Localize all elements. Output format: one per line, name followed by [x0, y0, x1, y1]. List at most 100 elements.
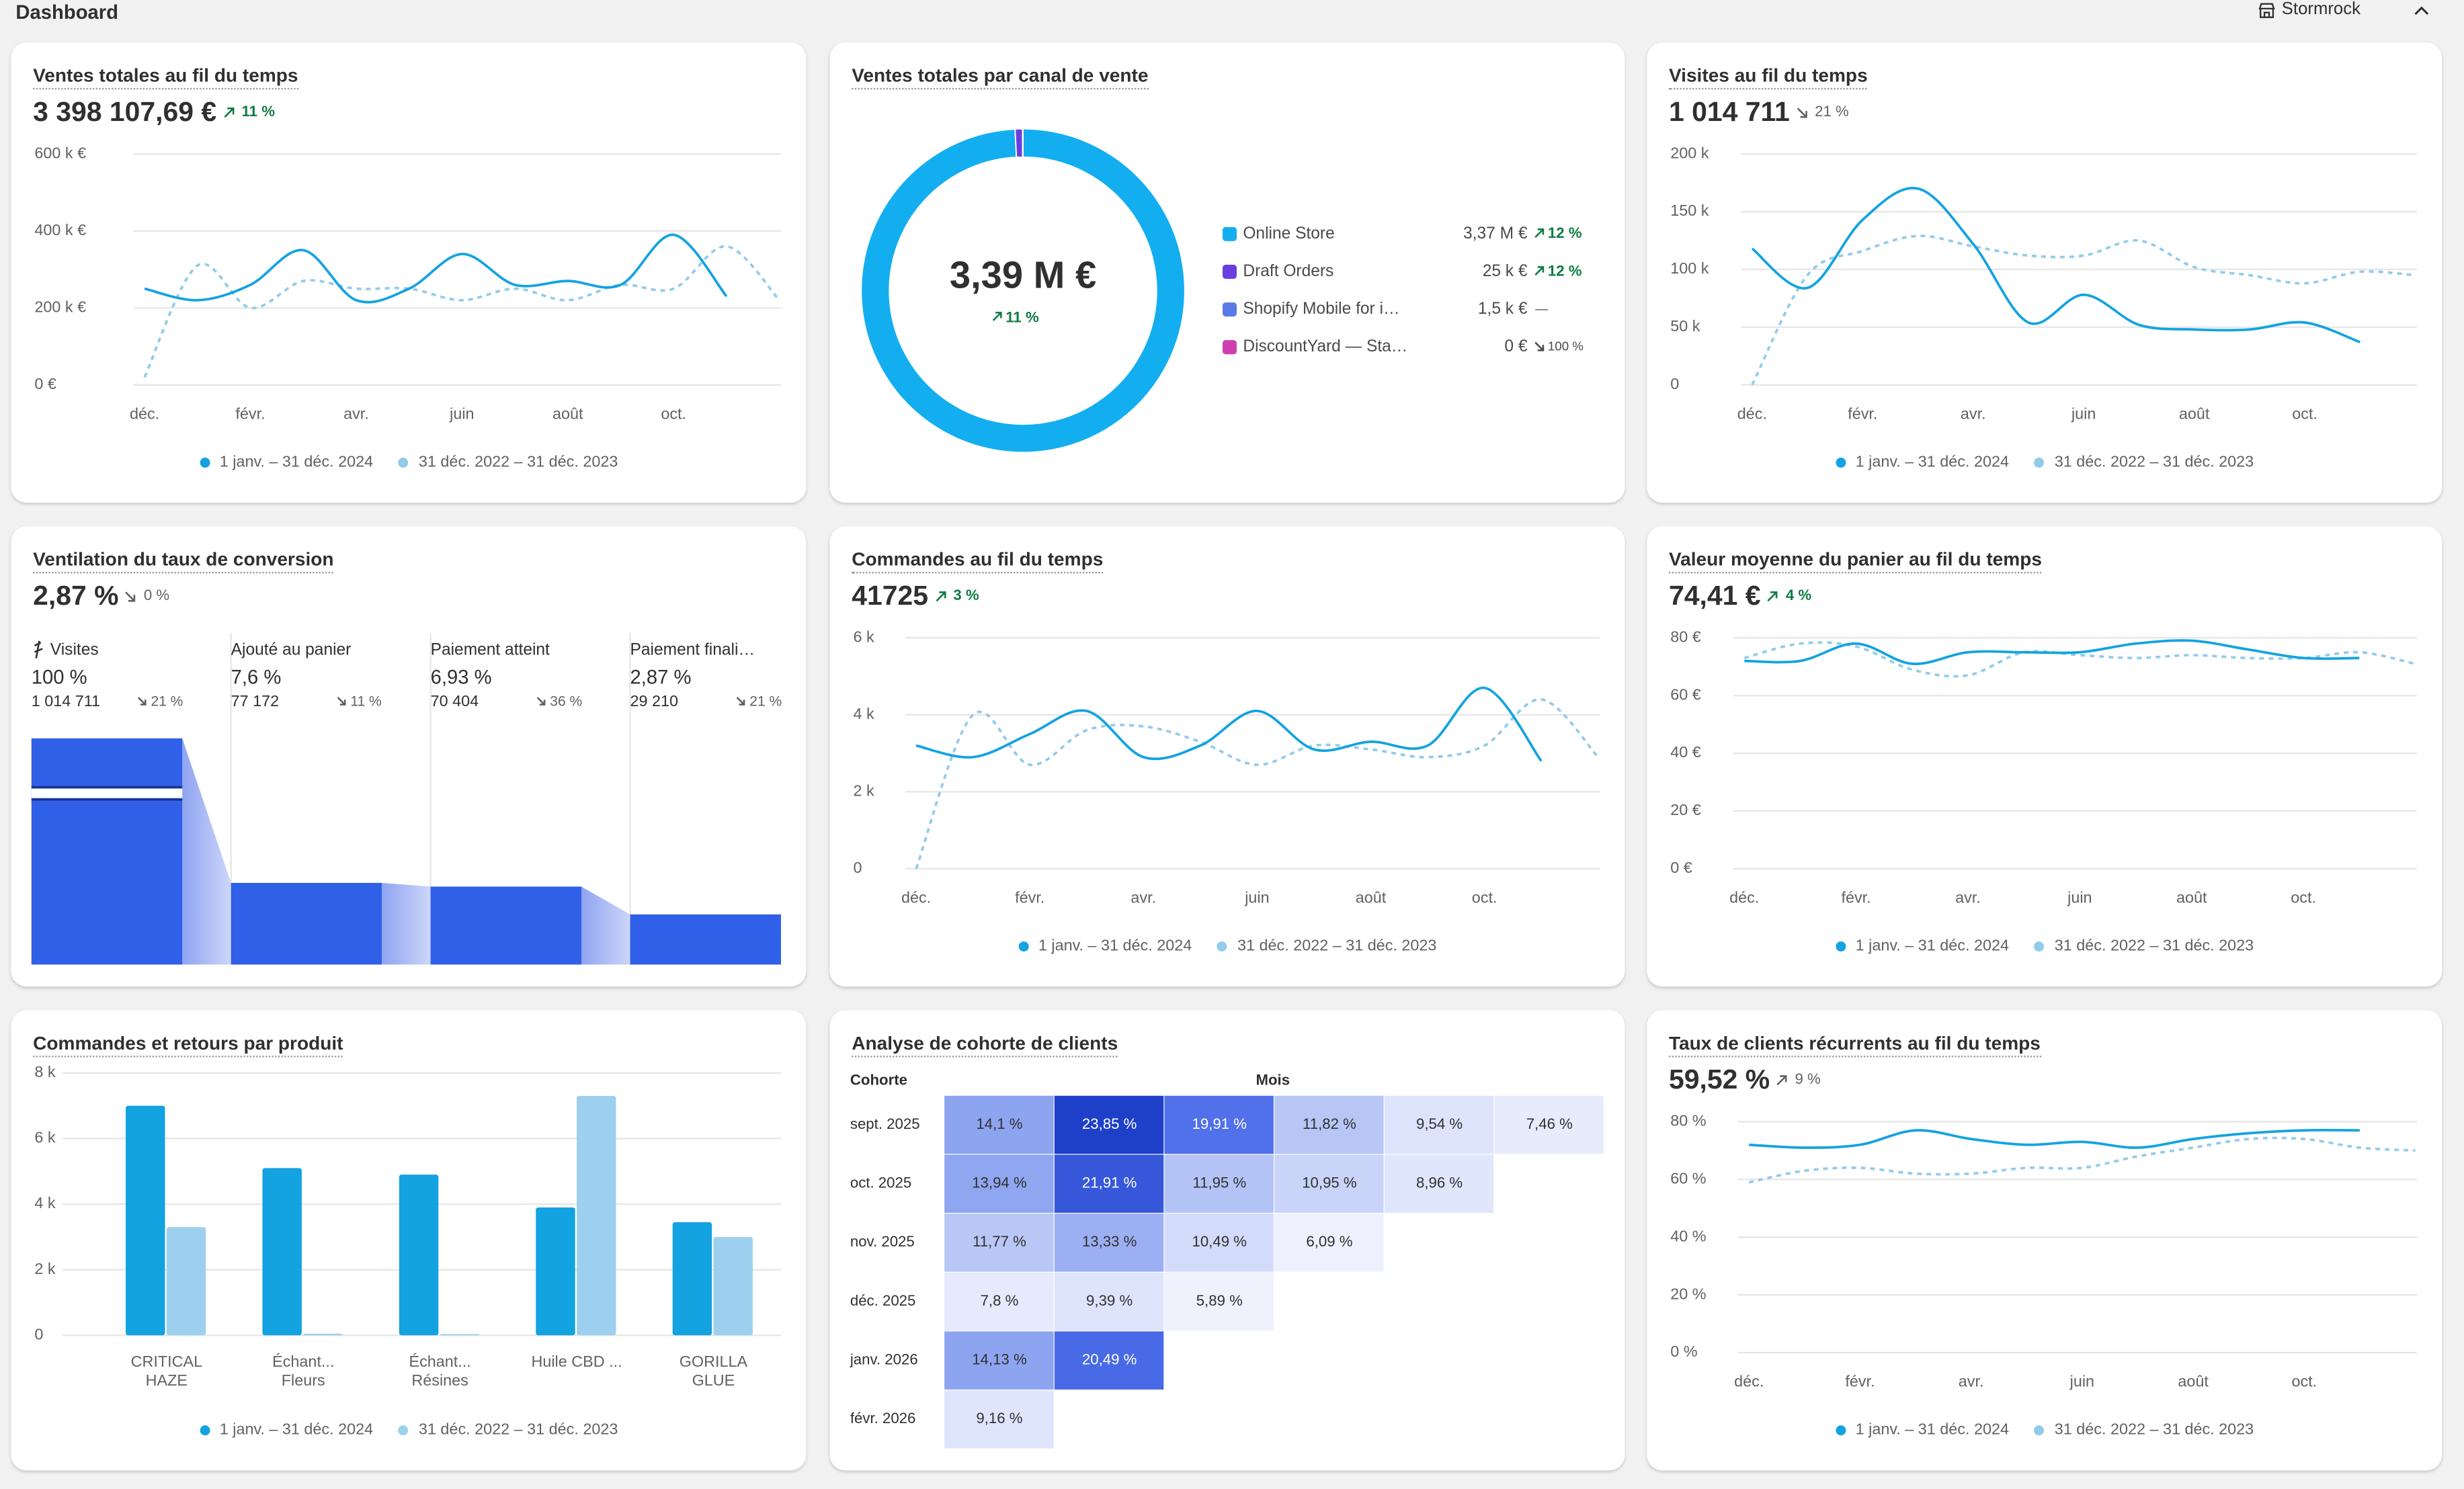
- stage-value: 7,6 %: [231, 667, 282, 689]
- heat-cell: [1494, 1095, 1604, 1154]
- x-tick-label: avr.: [1961, 405, 1986, 422]
- cell-label: 11,95 %: [1192, 1175, 1246, 1191]
- metric-value: 41725: [852, 579, 928, 611]
- x-tick-label: août: [1356, 889, 1387, 906]
- x-tick-label: août: [2176, 889, 2207, 906]
- legend-dot: [1835, 458, 1846, 468]
- stage-value: 6,93 %: [431, 667, 492, 689]
- legend-value: 3,37 M €: [1463, 224, 1528, 243]
- card: 0 € 200 k € 400 k € 600 k € déc. févr. avr. jui…: [11, 42, 807, 503]
- legend-dot: [200, 458, 210, 468]
- legend-label: 31 déc. 2022 – 31 déc. 2023: [418, 1421, 618, 1439]
- x-tick-label: avr.: [1955, 889, 1981, 906]
- cell-label: 19,91 %: [1192, 1115, 1247, 1132]
- stage-bar: [231, 882, 382, 965]
- bar: [577, 1096, 616, 1336]
- legend-label: 31 déc. 2022 – 31 déc. 2023: [418, 454, 618, 472]
- y-tick-label: 2 k: [854, 782, 874, 800]
- x-tick-label: oct.: [2291, 1373, 2317, 1390]
- card-title: Ventilation du taux de conversion: [33, 548, 334, 574]
- x-tick-label: juin: [2069, 1373, 2094, 1390]
- legend-item: 31 déc. 2022 – 31 déc. 2023: [1217, 938, 1436, 955]
- line-series: [915, 698, 1600, 869]
- trend-icon: [935, 590, 946, 601]
- heat-cell: [944, 1272, 1054, 1331]
- metric-value: 74,41 €: [1668, 579, 1761, 611]
- cell-label: 7,8 %: [981, 1292, 1019, 1309]
- legend-swatch: [2035, 941, 2045, 952]
- metric-value: 3 398 107,69 €: [33, 95, 217, 128]
- stage-count: 70 404: [431, 692, 479, 710]
- legend-swatch: [1835, 941, 1846, 952]
- metric-change: 4 %: [1785, 587, 1812, 605]
- legend-label: 1 janv. – 31 déc. 2024: [1855, 937, 2009, 955]
- chart: 0 2 k 4 k 6 k 8 k: [34, 1063, 781, 1343]
- stage-change: 21 %: [151, 694, 183, 710]
- row-label: déc. 2025: [850, 1292, 916, 1309]
- card: Cohorte Mois sept. 2025 14,1 % 23,85 % 19,91 …: [829, 1010, 1625, 1471]
- card: 0 % 20 % 40 % 60 % 80 % déc. févr. avr. juin août…: [1647, 1010, 2442, 1471]
- legend-swatch: [1835, 458, 1846, 468]
- x-tick-label: févr.: [235, 405, 265, 422]
- x-tick-label: Échant... Résines: [409, 1354, 471, 1391]
- store-name: Stormrock: [2281, 0, 2360, 19]
- legend-value: 1,5 k €: [1478, 300, 1528, 318]
- donut-slice: [1014, 128, 1024, 159]
- x-tick-label: août: [552, 405, 583, 422]
- legend-change: 100 %: [1548, 339, 1584, 353]
- cell-label: 9,16 %: [976, 1410, 1022, 1427]
- card-title: Commandes et retours par produit: [33, 1032, 343, 1058]
- metric-row: 59,52 % 9 %: [1669, 1064, 1821, 1097]
- legend-label: 1 janv. – 31 déc. 2024: [1855, 1421, 2009, 1439]
- axis-break: [31, 788, 183, 798]
- card-title: Analyse de cohorte de clients: [852, 1032, 1118, 1058]
- card-title: Ventes totales par canal de vente: [852, 65, 1149, 90]
- trend-arrow: [137, 697, 147, 706]
- legend-swatch: [399, 458, 409, 468]
- x-tick-label: déc.: [130, 405, 159, 422]
- metric-value: 59,52 %: [1668, 1063, 1770, 1095]
- legend-dot: [1835, 1425, 1846, 1436]
- heat-cell: [1164, 1214, 1274, 1272]
- stage-change: 21 %: [749, 694, 782, 710]
- trend-arrow: [1534, 341, 1545, 351]
- legend: 1 janv. – 31 déc. 2024 31 déc. 2022 – 31 …: [1647, 938, 2442, 955]
- chart: Cohorte Mois sept. 2025 14,1 % 23,85 % 19,91 …: [850, 1071, 1604, 1449]
- line-series: [915, 686, 1543, 762]
- stage-bar: [630, 914, 781, 965]
- card-title: Ventes totales au fil du temps: [33, 65, 298, 90]
- metric-row: 41725 3 %: [852, 580, 979, 613]
- heat-cell: [1054, 1331, 1164, 1390]
- line-series: [143, 245, 781, 378]
- legend-label: 1 janv. – 31 déc. 2024: [1855, 454, 2009, 472]
- store-button[interactable]: Stormrock: [2258, 0, 2360, 19]
- row-label: févr. 2026: [850, 1410, 916, 1427]
- x-tick-label: juin: [2067, 889, 2092, 906]
- cell-label: 13,94 %: [972, 1175, 1026, 1191]
- card: 0 2 k 4 k 6 k déc. févr. avr. juin août oct. Comma…: [829, 526, 1625, 987]
- chart: Visites 100 % 1 014 711 21 % Ajouté au panie…: [31, 633, 782, 965]
- legend-label: 1 janv. – 31 déc. 2024: [219, 1421, 374, 1439]
- metric-change: 9 %: [1795, 1071, 1821, 1089]
- row-label: oct. 2025: [850, 1175, 911, 1191]
- page-title: Dashboard: [15, 1, 119, 24]
- y-tick-label: 0 €: [34, 375, 56, 392]
- trend-arrow: [992, 311, 1002, 321]
- y-tick-label: 0: [34, 1325, 43, 1343]
- legend-label: 31 déc. 2022 – 31 déc. 2023: [2054, 454, 2254, 472]
- stage-count: 1 014 711: [32, 692, 100, 710]
- collapse-chevron[interactable]: [2412, 3, 2431, 19]
- y-tick-label: 80 €: [1670, 628, 1701, 645]
- heat-cell: [944, 1214, 1054, 1272]
- x-tick-label: déc.: [1729, 889, 1759, 906]
- bar: [303, 1333, 343, 1336]
- y-tick-label: 40 €: [1670, 743, 1701, 761]
- metric-row: 3 398 107,69 € 11 %: [33, 96, 275, 129]
- x-tick-label: oct.: [1472, 889, 1497, 906]
- legend-swatch: [200, 1425, 210, 1436]
- x-tick-label: juin: [449, 405, 474, 422]
- heat-cell: [1274, 1154, 1384, 1213]
- legend-swatch: [2035, 458, 2045, 468]
- legend-label: Shopify Mobile for i…: [1243, 300, 1399, 318]
- legend: 1 janv. – 31 déc. 2024 31 déc. 2022 – 31 …: [1647, 1422, 2442, 1439]
